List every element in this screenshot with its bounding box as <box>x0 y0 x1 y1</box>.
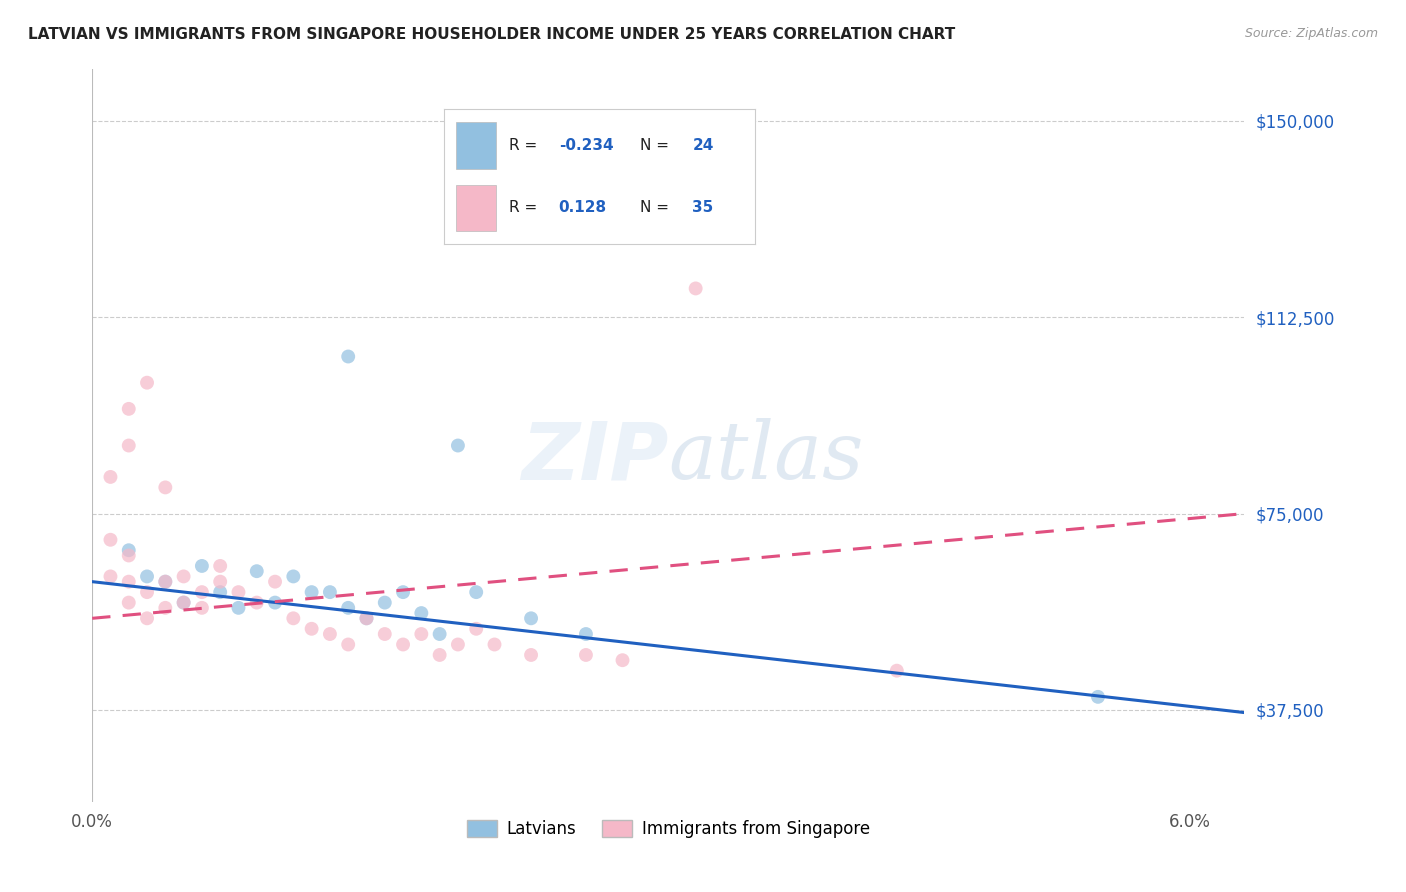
Point <box>392 585 415 599</box>
Point <box>136 585 159 599</box>
Point <box>228 585 250 599</box>
Point <box>118 543 141 558</box>
Point <box>374 627 396 641</box>
Point <box>612 653 634 667</box>
Point <box>356 611 378 625</box>
Point <box>173 569 195 583</box>
Point <box>100 470 122 484</box>
Point <box>337 600 360 615</box>
Point <box>447 638 470 652</box>
Point <box>301 585 323 599</box>
Point <box>136 376 159 390</box>
Point <box>118 574 141 589</box>
Point <box>191 558 214 573</box>
Point <box>136 611 159 625</box>
Point <box>392 638 415 652</box>
Point <box>264 596 287 610</box>
Point <box>520 611 543 625</box>
Point <box>209 585 232 599</box>
Point <box>337 638 360 652</box>
Point <box>374 596 396 610</box>
Text: Source: ZipAtlas.com: Source: ZipAtlas.com <box>1244 27 1378 40</box>
Point <box>173 596 195 610</box>
Point <box>118 596 141 610</box>
Point <box>209 574 232 589</box>
Point <box>575 648 598 662</box>
Point <box>411 627 433 641</box>
Point <box>283 611 305 625</box>
Point <box>484 638 506 652</box>
Point <box>100 569 122 583</box>
Point <box>319 627 342 641</box>
Point <box>411 606 433 620</box>
Point <box>429 648 451 662</box>
Point <box>155 480 177 494</box>
Text: LATVIAN VS IMMIGRANTS FROM SINGAPORE HOUSEHOLDER INCOME UNDER 25 YEARS CORRELATI: LATVIAN VS IMMIGRANTS FROM SINGAPORE HOU… <box>28 27 955 42</box>
Point <box>118 438 141 452</box>
Point <box>337 350 360 364</box>
Point <box>465 622 488 636</box>
Point <box>465 585 488 599</box>
Point <box>228 600 250 615</box>
Point <box>429 627 451 641</box>
Point <box>685 281 707 295</box>
Text: ZIP: ZIP <box>520 418 668 496</box>
Text: atlas: atlas <box>668 418 863 496</box>
Point <box>191 585 214 599</box>
Point <box>447 438 470 452</box>
Legend: Latvians, Immigrants from Singapore: Latvians, Immigrants from Singapore <box>460 813 876 845</box>
Point <box>136 569 159 583</box>
Point <box>520 648 543 662</box>
Point <box>301 622 323 636</box>
Point <box>118 401 141 416</box>
Point <box>100 533 122 547</box>
Point <box>246 596 269 610</box>
Point <box>155 600 177 615</box>
Point <box>264 574 287 589</box>
Point <box>319 585 342 599</box>
Point <box>155 574 177 589</box>
Point <box>209 558 232 573</box>
Point <box>356 611 378 625</box>
Point <box>118 549 141 563</box>
Point <box>246 564 269 578</box>
Point <box>191 600 214 615</box>
Point <box>1087 690 1109 704</box>
Point <box>283 569 305 583</box>
Point <box>173 596 195 610</box>
Point <box>575 627 598 641</box>
Point <box>886 664 908 678</box>
Point <box>155 574 177 589</box>
